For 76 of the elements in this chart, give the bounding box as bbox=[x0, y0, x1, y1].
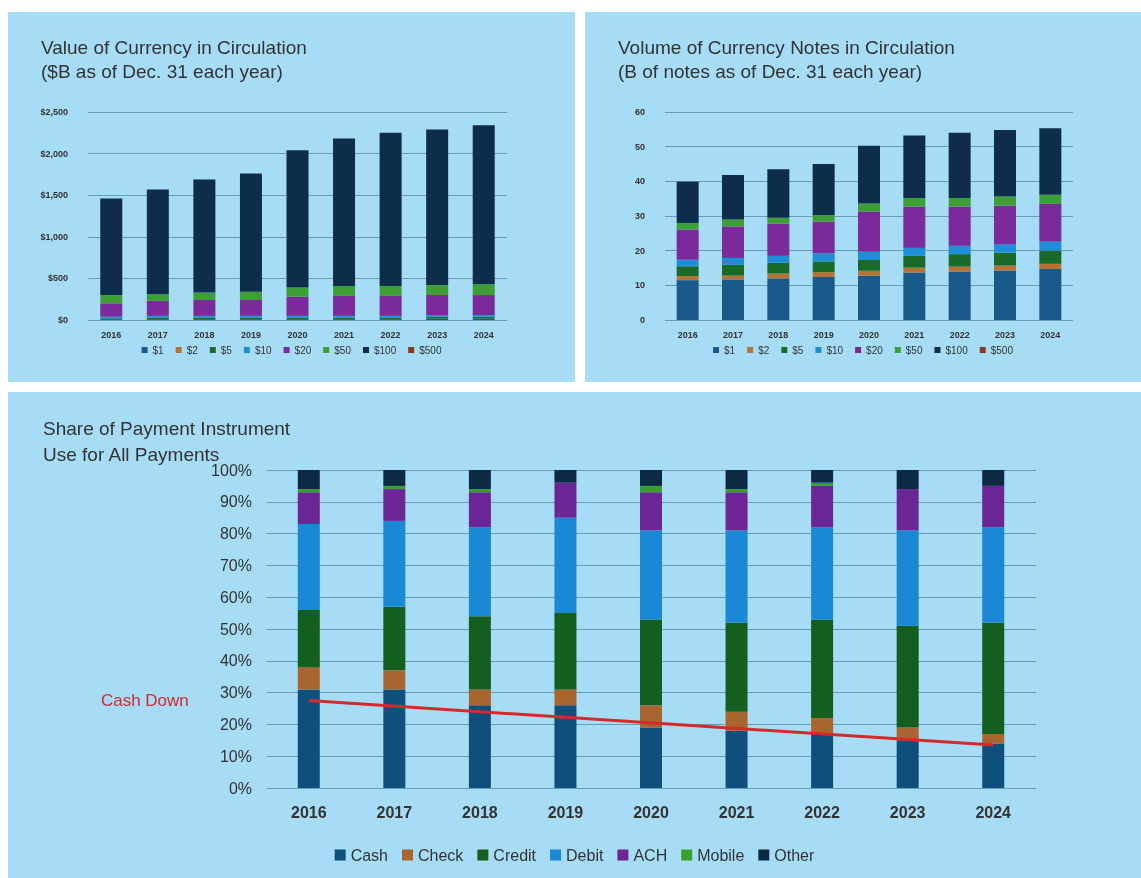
legend-label: $2 bbox=[186, 344, 199, 356]
legend-label: Mobile bbox=[697, 846, 745, 864]
legend-label: $5 bbox=[792, 344, 804, 356]
x-tick-label: 2019 bbox=[240, 329, 261, 340]
x-tick-label: 2023 bbox=[427, 329, 448, 340]
y-tick-label: $1,500 bbox=[40, 190, 68, 201]
x-tick-label: 2020 bbox=[858, 329, 880, 340]
legend-label: $500 bbox=[419, 344, 442, 356]
y-tick-label: 20 bbox=[634, 245, 645, 256]
x-tick-label: 2023 bbox=[889, 803, 926, 821]
legend-label: $20 bbox=[294, 344, 312, 356]
chart-title: Volume of Currency Notes in Circulation (B of notes as of Dec. 31 each year) bbox=[618, 36, 955, 82]
legend-label: $1 bbox=[152, 344, 165, 356]
x-tick-label: 2017 bbox=[147, 329, 168, 340]
x-tick-label: 2021 bbox=[904, 329, 925, 340]
x-tick-label: 2016 bbox=[677, 329, 698, 340]
x-tick-label: 2020 bbox=[633, 803, 669, 821]
x-tick-label: 2019 bbox=[547, 803, 584, 821]
y-tick-label: 10% bbox=[219, 747, 252, 765]
x-tick-label: 2018 bbox=[194, 329, 215, 340]
x-tick-label: 2019 bbox=[813, 329, 834, 340]
legend-label: $2 bbox=[758, 344, 770, 356]
legend-label: $10 bbox=[254, 344, 273, 356]
text: Cash Down bbox=[100, 691, 189, 711]
y-tick-label: $500 bbox=[47, 273, 68, 284]
y-tick-label: 40 bbox=[634, 176, 645, 187]
x-tick-label: 2016 bbox=[290, 803, 327, 821]
legend-label: $500 bbox=[990, 344, 1014, 356]
x-tick-label: 2020 bbox=[287, 329, 308, 340]
y-tick-label: 0% bbox=[228, 779, 252, 797]
y-tick-label: 0 bbox=[639, 315, 645, 325]
y-tick-label: 30 bbox=[634, 211, 645, 221]
legend-label: Credit bbox=[493, 846, 537, 864]
legend-label: $1 bbox=[724, 344, 736, 356]
legend-label: $5 bbox=[220, 344, 233, 356]
x-tick-label: 2021 bbox=[334, 329, 355, 340]
x-tick-label: 2022 bbox=[804, 803, 841, 821]
x-tick-label: 2018 bbox=[768, 329, 789, 340]
legend-label: $100 bbox=[373, 344, 397, 356]
legend-label: $50 bbox=[334, 344, 352, 356]
legend-label: Check bbox=[418, 846, 465, 864]
legend-label: ACH bbox=[633, 846, 668, 864]
y-tick-label: $2,000 bbox=[40, 148, 68, 159]
x-tick-label: 2024 bbox=[473, 329, 494, 340]
y-tick-label: 90% bbox=[219, 493, 252, 511]
y-tick-label: 50 bbox=[634, 141, 645, 152]
y-tick-label: 70% bbox=[219, 556, 252, 574]
y-tick-label: 40% bbox=[219, 652, 252, 670]
y-tick-label: $2,500 bbox=[40, 107, 68, 117]
x-tick-label: 2024 bbox=[975, 803, 1012, 821]
legend-label: Debit bbox=[566, 846, 604, 864]
x-tick-label: 2024 bbox=[1040, 329, 1061, 340]
x-tick-label: 2023 bbox=[994, 329, 1016, 340]
y-tick-label: 10 bbox=[634, 280, 645, 291]
x-tick-label: 2022 bbox=[380, 329, 401, 340]
x-tick-label: 2022 bbox=[949, 329, 970, 340]
legend-label: $10 bbox=[826, 344, 844, 356]
x-tick-label: 2018 bbox=[462, 803, 498, 821]
legend-label: $50 bbox=[905, 344, 923, 356]
legend-label: $20 bbox=[866, 344, 884, 356]
x-tick-label: 2021 bbox=[718, 803, 755, 821]
x-tick-label: 2017 bbox=[376, 803, 413, 821]
y-tick-label: 50% bbox=[219, 620, 252, 638]
legend-label: Cash bbox=[350, 846, 389, 864]
legend-label: $100 bbox=[945, 344, 969, 356]
y-tick-label: $0 bbox=[57, 315, 68, 325]
y-tick-label: 60 bbox=[634, 107, 645, 117]
y-tick-label: 20% bbox=[219, 715, 252, 733]
x-tick-label: 2016 bbox=[101, 329, 122, 340]
y-tick-label: 30% bbox=[219, 684, 252, 702]
chart-title: Value of Currency in Circulation ($B as of Dec. 31 each year) bbox=[41, 36, 307, 82]
y-tick-label: 80% bbox=[219, 525, 252, 543]
y-tick-label: $1,000 bbox=[40, 231, 68, 242]
y-tick-label: 60% bbox=[219, 588, 252, 606]
legend-label: Other bbox=[774, 846, 815, 864]
x-tick-label: 2017 bbox=[722, 329, 744, 340]
